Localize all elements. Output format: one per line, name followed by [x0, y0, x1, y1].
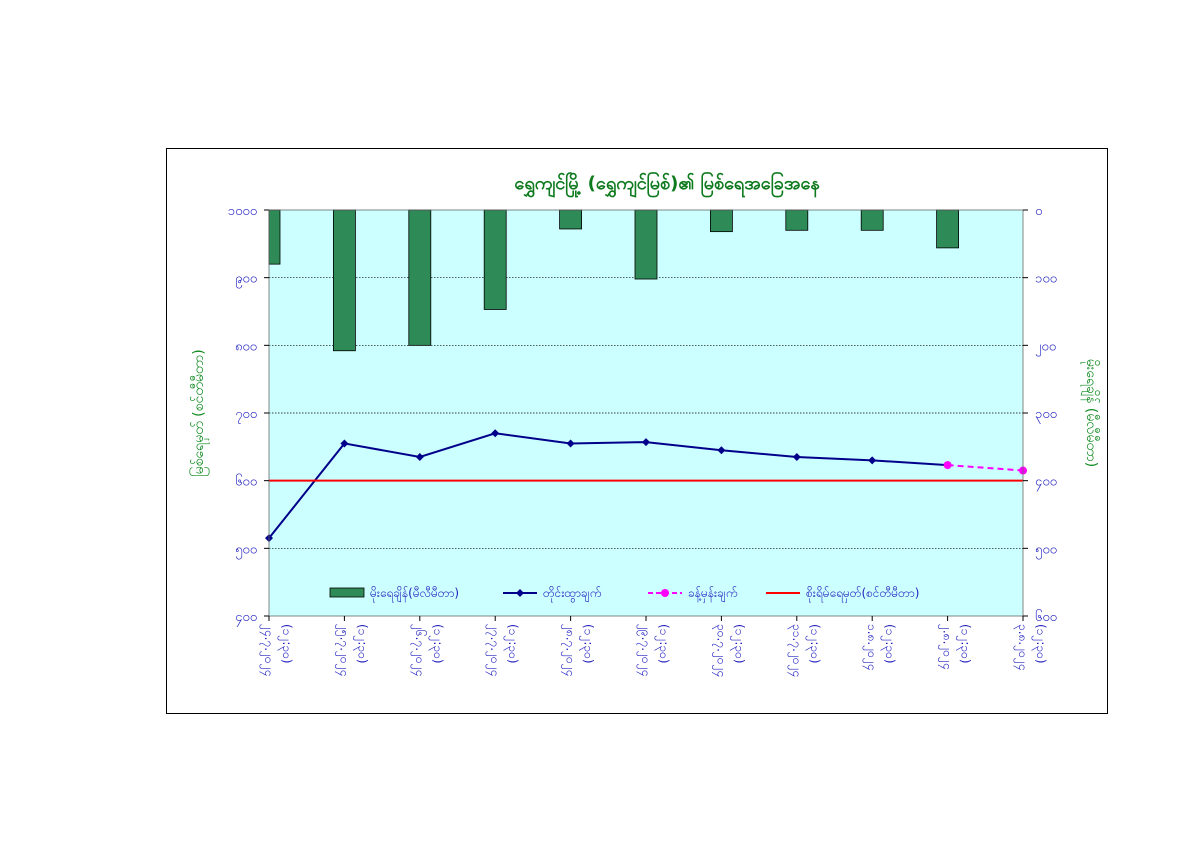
observed-line — [268, 432, 948, 539]
right-tick-label: ၅၀၀ — [1035, 542, 1057, 559]
x-tick-date: ၃၀.၇.၂၀၂၄ — [711, 624, 728, 677]
left-tick-label: ၇၀၀ — [235, 407, 257, 424]
x-tick-date: ၂၈.၇.၂၀၂၄ — [561, 624, 578, 676]
x-tick-date: ၂၉.၇.၂၀၂၄ — [636, 624, 653, 676]
right-tick-label: ၀ — [1035, 204, 1042, 219]
observed-point — [717, 446, 726, 455]
x-tick-time: (၁၂:၃၀) — [805, 624, 822, 664]
rain-bar — [268, 209, 281, 265]
right-axis-label: မိုးရေချိန် (မီလီမီတာ) — [1081, 359, 1099, 467]
rain-bar — [332, 209, 356, 352]
legend-marker-observed — [516, 589, 524, 597]
left-tick-label: ၅၀၀ — [235, 542, 257, 559]
legend-label: တိုင်းထွာချက် — [543, 585, 601, 603]
observed-point — [566, 439, 575, 448]
x-tick-label: ၂၄.၇.၂၀၂၄ (၁၂:၃၀) — [259, 624, 294, 676]
x-tick-date: ၂၇.၇.၂၀၂၄ — [485, 624, 502, 676]
x-tick-time: (၁၂:၃၀) — [880, 624, 897, 664]
rain-bar — [408, 209, 432, 346]
x-tick-time: (၁၂:၃၀) — [579, 624, 596, 664]
x-tick-time: (၁၂:၃၀) — [277, 624, 294, 664]
rain-bar — [559, 209, 583, 230]
right-tick-label: ၄၀၀ — [1035, 475, 1057, 492]
legend-label: စိုးရိမ်ရေမှတ်(စင်တီမီတာ) — [806, 585, 919, 603]
rain-bar — [483, 209, 507, 310]
x-tick-label: ၃၁.၇.၂၀၂၄ (၁၂:၃၀) — [787, 624, 822, 677]
x-tick-label: ၂၅.၇.၂၀၂၄ (၁၂:၃၀) — [334, 624, 369, 676]
x-tick-date: ၁.၈.၂၀၂၄ — [862, 624, 879, 671]
left-axis-label: မြစ်ရေမှတ် (စင်တီမီတာ) — [190, 349, 209, 477]
legend-label: မိုးရေချိန်(မီလီမီတာ) — [370, 585, 459, 603]
lines-group — [265, 429, 1027, 543]
left-tick-label: ၈၀၀ — [235, 339, 257, 354]
x-tick-time: (၁၂:၃၀) — [654, 624, 671, 664]
x-tick-date: ၂၅.၇.၂၀၂၄ — [334, 624, 351, 676]
chart-title: ရွှေကျင်မြို့ (ရွှေကျင်မြစ်)၏ မြစ်ရေအခြေ… — [514, 171, 820, 198]
observed-point — [642, 438, 650, 447]
x-tick-label: ၂၆.၇.၂၀၂၄ (၁၂:၃၀) — [410, 624, 445, 676]
observed-point — [415, 452, 424, 461]
rain-bar — [936, 209, 959, 249]
left-tick-label: ၉၀၀ — [235, 272, 257, 289]
legend-label: ခန့်မှန်းချက် — [688, 585, 737, 603]
x-tick-time: (၁၂:၃၀) — [428, 624, 445, 664]
legend-marker-forecast — [661, 589, 669, 597]
forecast-point — [943, 461, 952, 470]
rain-bar — [785, 209, 809, 231]
rain-bar — [710, 209, 733, 233]
x-tick-date: ၂၄.၇.၂၀၂၄ — [259, 624, 276, 676]
observed-point — [340, 439, 349, 448]
x-tick-label: ၃၀.၇.၂၀၂၄ (၁၂:၃၀) — [711, 624, 746, 677]
observed-point — [868, 456, 877, 465]
legend-swatch-rain — [329, 587, 365, 598]
x-tick-label: ၂.၈.၂၀၂၄ (၁၂:၃၀) — [938, 624, 973, 670]
legend: မိုးရေချိန်(မီလီမီတာ) တိုင်းထွာချက် ခန့်မှ… — [329, 585, 919, 603]
observed-point — [491, 429, 500, 438]
forecast-line — [947, 464, 1024, 472]
x-tick-time: (၁၂:၃၀) — [1031, 624, 1048, 664]
left-tick-label: ၁၀၀၀ — [228, 204, 257, 219]
right-tick-label: ၂၀၀ — [1035, 339, 1056, 356]
left-tick-label: ၆၀၀ — [235, 474, 257, 490]
x-tick-label: ၂၇.၇.၂၀၂၄ (၁၂:၃၀) — [485, 624, 520, 676]
x-tick-time: (၁၂:၃၀) — [503, 624, 520, 664]
x-tick-label: ၂၉.၇.၂၀၂၄ (၁၂:၃၀) — [636, 624, 671, 676]
right-tick-label: ၆၀၀ — [1035, 609, 1057, 625]
rain-bar — [634, 209, 658, 280]
bars-group — [268, 209, 959, 352]
left-tick-label: ၄၀၀ — [235, 610, 257, 627]
observed-point — [792, 452, 801, 461]
x-tick-label: ၁.၈.၂၀၂၄ (၁၂:၃၀) — [862, 624, 897, 671]
x-tick-time: (၁၂:၃၀) — [352, 624, 369, 664]
right-tick-label: ၃၀၀ — [1035, 407, 1057, 424]
x-tick-date: ၂၆.၇.၂၀၂၄ — [410, 624, 428, 676]
rain-bar — [860, 209, 884, 231]
right-tick-label: ၁၀၀ — [1035, 272, 1057, 287]
x-tick-label: ၂၈.၇.၂၀၂၄ (၁၂:၃၀) — [561, 624, 596, 676]
x-tick-time: (၁၂:၃၀) — [729, 624, 746, 664]
x-tick-date: ၃၁.၇.၂၀၂၄ — [787, 624, 804, 677]
x-tick-date: ၂.၈.၂၀၂၄ — [938, 624, 955, 670]
chart-frame: ၄၀၀ ၅၀၀ ၆၀၀ ၇၀၀ ၈၀၀ ၉၀၀ ၁၀၀၀၀၁၀၀ ၂၀၀ ၃၀၀ ၄၀၀ ၅၀၀ ၆၀… — [166, 148, 1108, 714]
x-tick-time: (၁၂:၃၀) — [956, 624, 973, 664]
x-tick-date: ၃.၈.၂၀၂၄ — [1013, 624, 1030, 671]
x-tick-label: ၃.၈.၂၀၂၄ (၁၂:၃၀) — [1013, 624, 1048, 671]
